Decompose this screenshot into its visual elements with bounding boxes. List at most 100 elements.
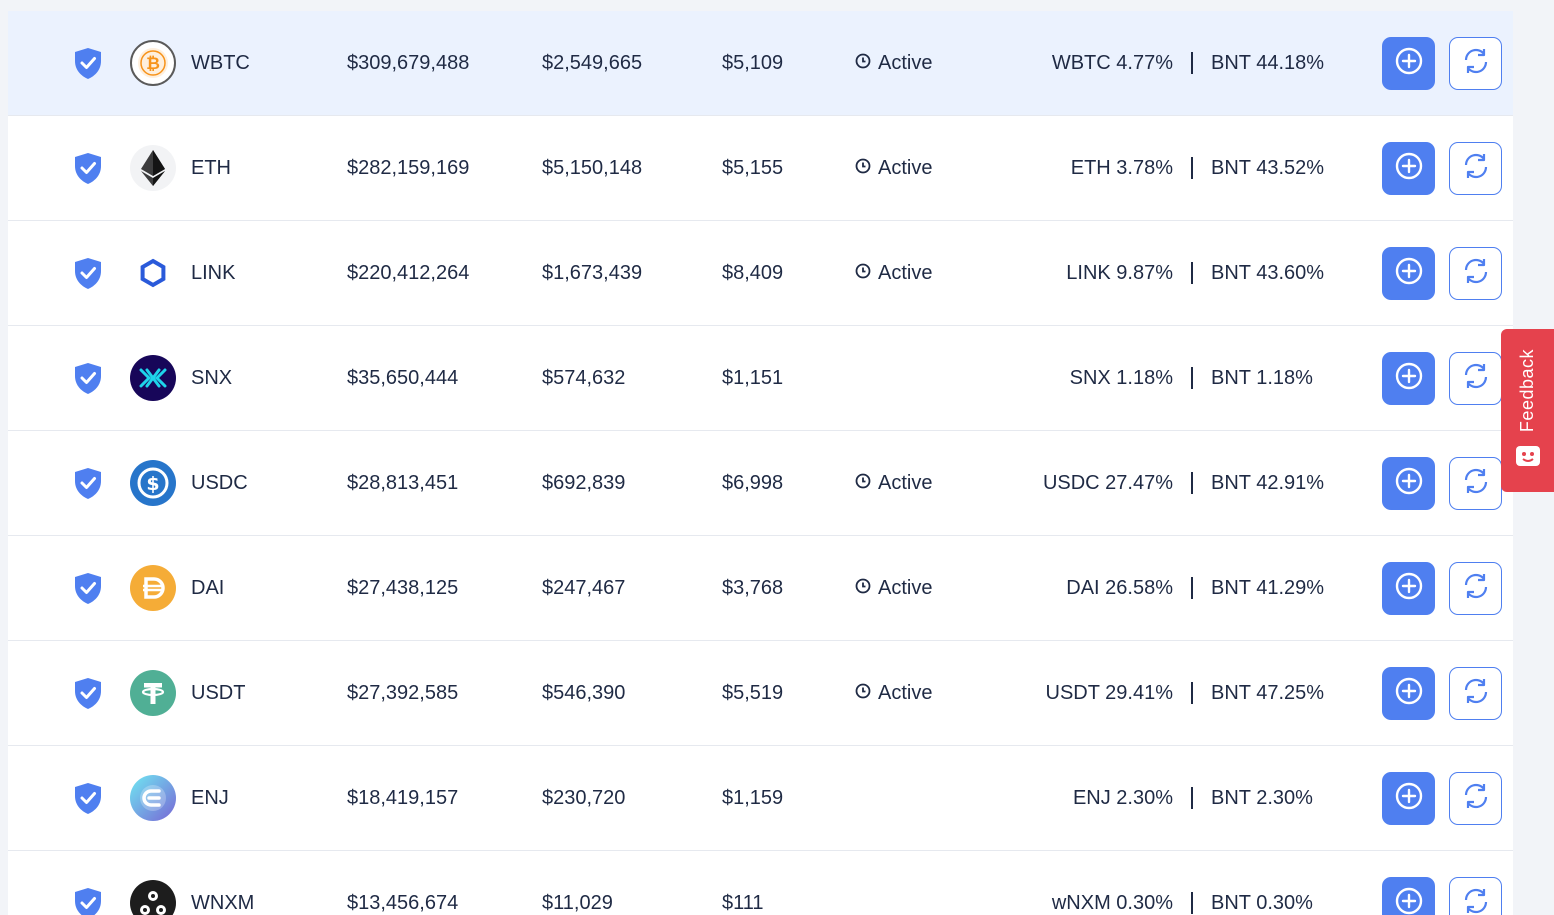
pool-ratio: DAI 26.58% BNT 41.29% — [968, 536, 1378, 640]
ratio-divider — [1191, 367, 1193, 389]
add-liquidity-button[interactable] — [1382, 142, 1435, 195]
table-row[interactable]: ₿ WBTC $309,679,488 $2,549,665 $5,109 Active W… — [8, 11, 1513, 116]
swap-icon — [1460, 361, 1492, 396]
pool-fees: $8,409 — [722, 261, 784, 284]
add-liquidity-button[interactable] — [1382, 667, 1435, 720]
table-row[interactable]: SNX $35,650,444 $574,632 $1,151 SNX 1.18% BNT… — [8, 326, 1513, 431]
status-label: Active — [878, 681, 933, 704]
verified-shield-icon — [70, 116, 106, 220]
pool-symbol[interactable]: ETH — [191, 156, 231, 179]
swap-button[interactable] — [1449, 877, 1502, 915]
bnt-ratio: BNT 41.29% — [1211, 576, 1325, 599]
pool-volume: $5,150,148 — [542, 156, 643, 179]
table-row[interactable]: ENJ $18,419,157 $230,720 $1,159 ENJ 2.30% BNT… — [8, 746, 1513, 851]
status-label: Active — [878, 576, 933, 599]
clock-icon — [855, 157, 871, 180]
swap-icon — [1460, 781, 1492, 816]
add-liquidity-button[interactable] — [1382, 562, 1435, 615]
bnt-ratio: BNT 43.60% — [1211, 261, 1325, 284]
verified-shield-icon — [70, 641, 106, 745]
ratio-divider — [1191, 262, 1193, 284]
wnxm-icon — [130, 851, 176, 915]
swap-icon — [1460, 466, 1492, 501]
pool-volume: $230,720 — [542, 786, 626, 809]
add-liquidity-button[interactable] — [1382, 772, 1435, 825]
ratio-divider — [1191, 892, 1193, 914]
pool-ratio: WBTC 4.77% BNT 44.18% — [968, 11, 1378, 115]
status-label: Active — [878, 471, 933, 494]
pool-symbol[interactable]: DAI — [191, 576, 225, 599]
pool-symbol[interactable]: SNX — [191, 366, 233, 389]
swap-button[interactable] — [1449, 352, 1502, 405]
dai-icon — [130, 536, 176, 640]
plus-circle-icon — [1394, 781, 1424, 816]
pool-volume: $546,390 — [542, 681, 626, 704]
feedback-tab[interactable]: Feedback — [1501, 329, 1554, 492]
swap-icon — [1460, 256, 1492, 291]
add-liquidity-button[interactable] — [1382, 37, 1435, 90]
pool-status: Active — [855, 641, 995, 745]
swap-button[interactable] — [1449, 457, 1502, 510]
verified-shield-icon — [70, 11, 106, 115]
pool-volume: $2,549,665 — [542, 51, 643, 74]
plus-circle-icon — [1394, 571, 1424, 606]
pool-ratio: SNX 1.18% BNT 1.18% — [968, 326, 1378, 430]
add-liquidity-button[interactable] — [1382, 247, 1435, 300]
swap-button[interactable] — [1449, 37, 1502, 90]
feedback-smile-icon — [1515, 445, 1541, 472]
status-label: Active — [878, 261, 933, 284]
wbtc-icon: ₿ — [130, 11, 176, 115]
plus-circle-icon — [1394, 46, 1424, 81]
bnt-ratio: BNT 44.18% — [1211, 51, 1325, 74]
pool-ratio: USDT 29.41% BNT 47.25% — [968, 641, 1378, 745]
swap-button[interactable] — [1449, 142, 1502, 195]
pool-ratio: ENJ 2.30% BNT 2.30% — [968, 746, 1378, 850]
enj-icon — [130, 746, 176, 850]
ratio-divider — [1191, 52, 1193, 74]
table-row[interactable]: ETH $282,159,169 $5,150,148 $5,155 Active ETH… — [8, 116, 1513, 221]
bnt-ratio: BNT 43.52% — [1211, 156, 1325, 179]
pool-liquidity: $27,438,125 — [347, 576, 459, 599]
plus-circle-icon — [1394, 466, 1424, 501]
pool-status: Active — [855, 221, 995, 325]
token-ratio: DAI 26.58% — [1066, 576, 1173, 599]
pool-fees: $5,519 — [722, 681, 784, 704]
token-ratio: WBTC 4.77% — [1051, 51, 1173, 74]
plus-circle-icon — [1394, 886, 1424, 915]
pool-fees: $6,998 — [722, 471, 784, 494]
ratio-divider — [1191, 577, 1193, 599]
pool-symbol[interactable]: USDT — [191, 681, 246, 704]
swap-button[interactable] — [1449, 772, 1502, 825]
pool-volume: $574,632 — [542, 366, 626, 389]
bnt-ratio: BNT 42.91% — [1211, 471, 1325, 494]
swap-icon — [1460, 46, 1492, 81]
pool-symbol[interactable]: LINK — [191, 261, 236, 284]
table-row[interactable]: USDT $27,392,585 $546,390 $5,519 Active USDT … — [8, 641, 1513, 746]
plus-circle-icon — [1394, 151, 1424, 186]
swap-button[interactable] — [1449, 667, 1502, 720]
table-row[interactable]: LINK $220,412,264 $1,673,439 $8,409 Active LI… — [8, 221, 1513, 326]
add-liquidity-button[interactable] — [1382, 457, 1435, 510]
pool-symbol[interactable]: USDC — [191, 471, 248, 494]
bnt-ratio: BNT 47.25% — [1211, 681, 1325, 704]
swap-button[interactable] — [1449, 247, 1502, 300]
table-row[interactable]: WNXM $13,456,674 $11,029 $111 wNXM 0.30% BNT … — [8, 851, 1513, 915]
svg-text:$: $ — [146, 473, 159, 495]
table-row[interactable]: $ USDC $28,813,451 $692,839 $6,998 Active USDC… — [8, 431, 1513, 536]
pool-symbol[interactable]: WBTC — [191, 51, 250, 74]
pool-liquidity: $35,650,444 — [347, 366, 459, 389]
bnt-ratio: BNT 1.18% — [1211, 366, 1313, 389]
bnt-ratio: BNT 2.30% — [1211, 786, 1313, 809]
table-row[interactable]: DAI $27,438,125 $247,467 $3,768 Active DAI 26… — [8, 536, 1513, 641]
pool-ratio: LINK 9.87% BNT 43.60% — [968, 221, 1378, 325]
pools-table: ₿ WBTC $309,679,488 $2,549,665 $5,109 Active W… — [8, 11, 1513, 915]
pool-volume: $11,029 — [542, 891, 613, 914]
pool-symbol[interactable]: WNXM — [191, 891, 255, 914]
plus-circle-icon — [1394, 361, 1424, 396]
add-liquidity-button[interactable] — [1382, 877, 1435, 915]
pool-liquidity: $18,419,157 — [347, 786, 459, 809]
pool-volume: $1,673,439 — [542, 261, 643, 284]
pool-symbol[interactable]: ENJ — [191, 786, 229, 809]
swap-button[interactable] — [1449, 562, 1502, 615]
add-liquidity-button[interactable] — [1382, 352, 1435, 405]
